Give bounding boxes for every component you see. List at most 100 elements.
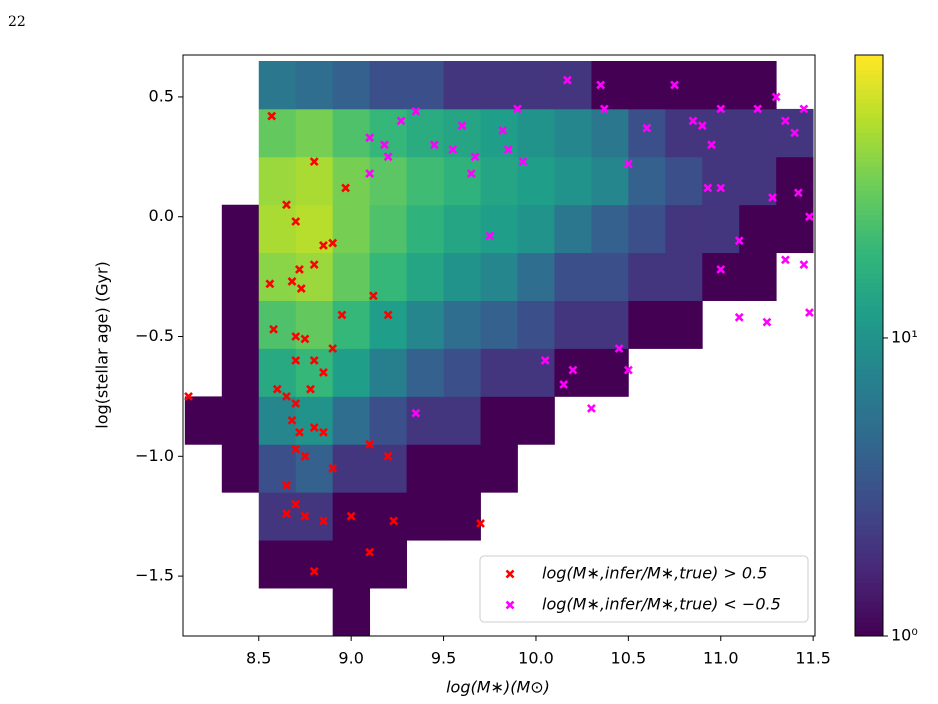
heatmap-cell: [591, 348, 629, 397]
colorbar-segment: [855, 248, 883, 255]
heatmap-cell: [480, 204, 518, 254]
x-tick-label: 9.5: [431, 649, 456, 668]
scatter-point: [734, 312, 744, 322]
heatmap-cell: [739, 60, 777, 110]
colorbar-segment: [855, 258, 883, 264]
colorbar-segment: [855, 69, 883, 75]
colorbar-segment: [855, 84, 883, 90]
scatter-point: [485, 231, 495, 241]
page-number: 22: [8, 14, 26, 30]
colorbar-tick-label: 10¹: [891, 327, 918, 346]
scatter-point: [295, 427, 304, 437]
heatmap-cell: [628, 300, 666, 349]
heatmap-cell: [480, 396, 518, 445]
heatmap-cell: [702, 252, 740, 301]
colorbar-segment: [855, 185, 883, 192]
colorbar-segment: [855, 621, 883, 627]
colorbar-segment: [855, 292, 883, 298]
heatmap-cell: [295, 348, 334, 397]
heatmap-cell: [258, 300, 297, 349]
scatter-point: [799, 104, 809, 114]
scatter-point: [346, 511, 356, 521]
x-tick-label: 10.5: [611, 649, 647, 668]
scatter-point: [781, 116, 790, 126]
heatmap-cell: [221, 252, 260, 301]
heatmap-cell: [295, 60, 334, 110]
scatter-point: [291, 217, 301, 226]
colorbar-segment: [855, 403, 883, 409]
heatmap-cell: [480, 60, 518, 110]
heatmap-cell: [369, 300, 408, 349]
heatmap-cell: [776, 204, 814, 254]
heatmap-cell: [369, 204, 408, 254]
colorbar-segment: [855, 108, 883, 114]
scatter-point: [309, 356, 319, 365]
scatter-point: [267, 111, 277, 121]
colorbar-segment: [855, 544, 883, 550]
colorbar-segment: [855, 495, 883, 501]
colorbar-segment: [855, 471, 883, 477]
colorbar-segment: [855, 200, 883, 206]
scatter-point: [328, 463, 338, 473]
scatter-point: [341, 183, 351, 193]
scatter-point: [383, 152, 393, 162]
heatmap-cell: [369, 540, 408, 589]
heatmap-cell: [443, 348, 481, 397]
colorbar-segment: [855, 514, 883, 521]
heatmap-cell: [739, 204, 777, 254]
colorbar-segment: [855, 447, 883, 453]
scatter-point: [596, 80, 606, 90]
scatter-point: [309, 157, 319, 167]
heatmap-cell: [406, 252, 444, 301]
scatter-point: [309, 566, 319, 576]
heatmap-cell: [221, 204, 260, 254]
heatmap-cell: [517, 300, 555, 349]
colorbar-segment: [855, 534, 883, 540]
scatter-point: [781, 255, 790, 265]
heatmap-cell: [554, 300, 592, 349]
heatmap-cell: [258, 156, 297, 206]
colorbar-segment: [855, 195, 883, 201]
heatmap-cell: [702, 108, 740, 158]
colorbar-segment: [855, 297, 883, 303]
y-tick-label: 0.5: [149, 86, 174, 105]
scatter-point: [614, 344, 624, 353]
scatter-point: [768, 193, 777, 202]
scatter-point: [642, 123, 652, 133]
scatter-point: [476, 518, 485, 528]
colorbar-segment: [855, 142, 883, 148]
heatmap-cell: [480, 300, 518, 349]
heatmap-cell: [517, 108, 555, 158]
heatmap-cell: [258, 540, 297, 589]
scatter-point: [498, 126, 508, 135]
colorbar-segment: [855, 505, 883, 511]
y-tick-label: −1.5: [135, 566, 174, 585]
heatmap-cell: [591, 252, 629, 301]
colorbar-segment: [855, 161, 883, 167]
scatter-point: [762, 317, 772, 327]
scatter-point: [296, 284, 306, 294]
scatter-point: [518, 157, 528, 167]
heatmap-cell: [406, 300, 444, 349]
colorbar-segment: [855, 171, 883, 177]
heatmap-cell: [480, 348, 518, 397]
scatter-point: [716, 183, 726, 193]
colorbar-segment: [855, 437, 883, 443]
heatmap-cell: [628, 252, 666, 301]
scatter-point: [734, 236, 744, 246]
colorbar-segment: [855, 418, 883, 424]
colorbar-segment: [855, 364, 883, 371]
colorbar-segment: [855, 176, 883, 182]
heatmap-cell: [369, 492, 408, 541]
colorbar-segment: [855, 485, 883, 492]
heatmap-cell: [258, 252, 297, 301]
heatmap-cell: [480, 444, 518, 493]
scatter-point: [466, 169, 476, 179]
heatmap-cell: [369, 396, 408, 445]
scatter-point: [328, 238, 338, 248]
heatmap-cell: [702, 156, 740, 206]
scatter-point: [282, 200, 291, 210]
heatmap-cell: [406, 60, 444, 110]
heatmap-cell: [369, 60, 408, 110]
heatmap-cell: [295, 492, 334, 541]
